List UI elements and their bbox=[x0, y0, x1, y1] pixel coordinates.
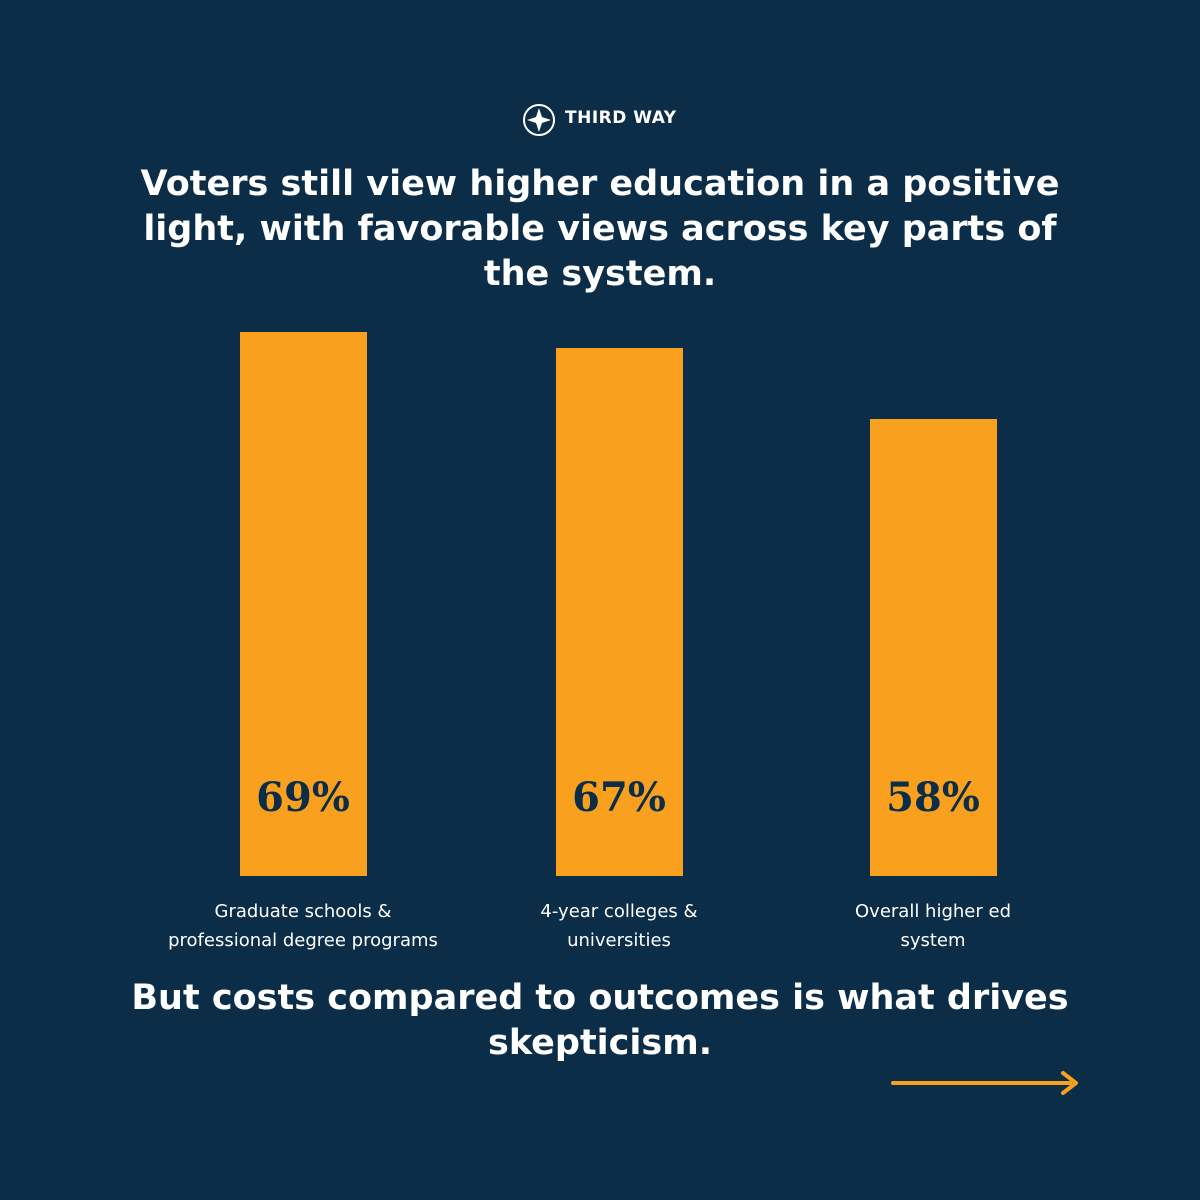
bar bbox=[869, 418, 997, 876]
arrow-head[interactable] bbox=[1061, 1071, 1078, 1095]
logo-star bbox=[527, 108, 551, 132]
value-label: 58% bbox=[886, 774, 980, 821]
category-label: Graduate schools & professional degree p… bbox=[168, 901, 438, 951]
category-label: 4-year colleges & universities bbox=[540, 901, 698, 951]
footer: But costs compared to outcomes is what d… bbox=[131, 978, 1069, 1063]
logo-ring bbox=[523, 104, 555, 136]
bar bbox=[555, 348, 683, 876]
category-label: Overall higher ed system bbox=[855, 901, 1011, 951]
bar bbox=[239, 332, 367, 876]
value-label: 67% bbox=[572, 774, 666, 821]
value-label: 69% bbox=[256, 774, 350, 821]
brand: THIRD WAY bbox=[565, 108, 677, 128]
chart-title: Voters still view higher education in a … bbox=[140, 164, 1060, 294]
